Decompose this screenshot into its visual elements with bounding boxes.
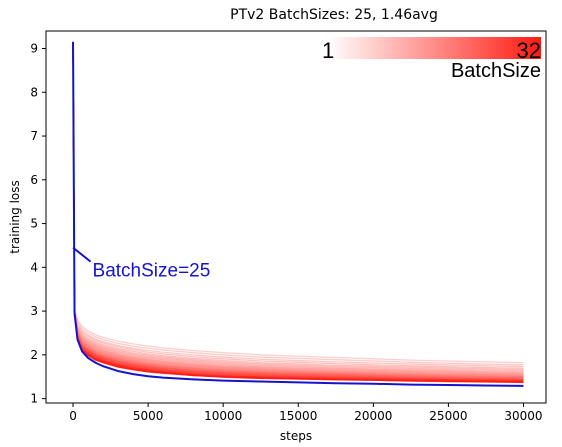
colorbar-legend: 1 32 BatchSize — [322, 37, 541, 82]
y-tick-label: 4 — [30, 260, 38, 274]
series-line-batchsize-6 — [72, 41, 524, 372]
colorbar-gradient — [328, 37, 541, 59]
series-line-batchsize-19 — [72, 41, 524, 380]
series-line-batchsize-31 — [72, 41, 524, 383]
series-line-batchsize-10 — [72, 41, 524, 376]
y-tick-label: 6 — [30, 173, 38, 187]
annotation-pointer-line — [72, 246, 92, 263]
colorbar-title: BatchSize — [451, 60, 541, 82]
y-tick-label: 5 — [30, 217, 38, 231]
series-line-batchsize-7 — [72, 41, 524, 374]
x-axis-label: steps — [280, 429, 312, 443]
colorbar-min-label: 1 — [322, 38, 334, 63]
series-line-batchsize-8 — [72, 41, 524, 374]
series-line-batchsize-24 — [72, 41, 524, 381]
series-line-batchsize-30 — [72, 41, 524, 383]
y-axis-label: training loss — [8, 180, 22, 253]
series-line-batchsize-5 — [72, 41, 524, 371]
highlight-layer — [72, 41, 524, 387]
series-line-batchsize-12 — [72, 41, 524, 377]
series-line-batchsize-4 — [72, 41, 524, 370]
colorbar-max-label: 32 — [517, 38, 541, 63]
x-tick-label: 10000 — [204, 409, 242, 423]
series-line-batchsize-2 — [72, 41, 524, 366]
y-tick-label: 8 — [30, 85, 38, 99]
series-line-highlight — [72, 41, 524, 387]
x-tick-label: 30000 — [504, 409, 542, 423]
x-tick-label: 25000 — [429, 409, 467, 423]
series-line-batchsize-9 — [72, 41, 524, 375]
series-line-batchsize-22 — [72, 41, 524, 381]
y-tick-label: 2 — [30, 348, 38, 362]
x-tick-label: 5000 — [133, 409, 164, 423]
x-tick-label: 15000 — [279, 409, 317, 423]
x-tick-label: 0 — [69, 409, 77, 423]
series-line-batchsize-1 — [72, 41, 524, 364]
annotation-layer: BatchSize=25 — [72, 246, 211, 282]
series-line-batchsize-32 — [72, 41, 524, 384]
axes: 0 5000 10000 15000 20000 25000 30000 1 2 3 4 5 6 7 8 9 — [30, 30, 547, 423]
series-line-batchsize-16 — [72, 41, 524, 379]
series-line-batchsize-18 — [72, 41, 524, 380]
series-line-batchsize-29 — [72, 41, 524, 383]
y-tick-label: 1 — [30, 392, 38, 406]
series-line-batchsize-15 — [72, 41, 524, 378]
series-line-batchsize-3 — [72, 41, 524, 368]
y-tick-label: 7 — [30, 129, 38, 143]
series-line-batchsize-13 — [72, 41, 524, 378]
chart-title: PTv2 BatchSizes: 25, 1.46avg — [230, 7, 438, 23]
series-line-batchsize-11 — [72, 41, 524, 377]
series-line-batchsize-27 — [72, 41, 524, 382]
series-line-batchsize-21 — [72, 41, 524, 381]
series-line-batchsize-26 — [72, 41, 524, 382]
series-line-batchsize-17 — [72, 41, 524, 379]
series-line-batchsize-20 — [72, 41, 524, 381]
y-tick-label: 9 — [30, 42, 38, 56]
series-line-batchsize-14 — [72, 41, 524, 378]
annotation-label: BatchSize=25 — [93, 261, 211, 282]
series-line-batchsize-23 — [72, 41, 524, 381]
plot-frame — [45, 30, 547, 404]
y-tick-label: 3 — [30, 304, 38, 318]
series-line-batchsize-28 — [72, 41, 524, 383]
series-layer — [72, 41, 524, 384]
x-tick-label: 20000 — [354, 409, 392, 423]
